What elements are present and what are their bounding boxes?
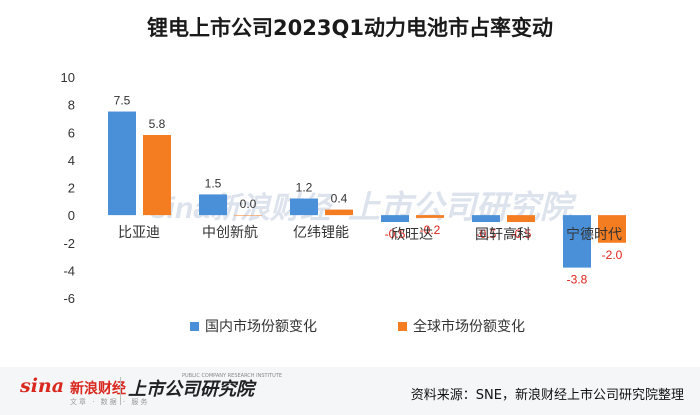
data-label: -0.5 [385,227,406,241]
y-tick-label: -4 [63,263,75,278]
category-label: 欣旺达 [391,227,433,243]
bar-global [598,215,626,243]
data-label: -3.8 [567,273,588,287]
sina-brand-name: 新浪财经 [70,381,126,397]
data-source-note: 资料来源：SNE，新浪财经上市公司研究院整理 [410,388,684,403]
bar-domestic [290,198,318,216]
y-tick-label: 6 [68,125,75,140]
footer-divider [120,377,121,405]
data-label: 0.0 [240,197,257,211]
legend-swatch [190,322,199,331]
legend-label: 国内市场份额变化 [205,318,317,335]
data-label: 1.2 [296,181,313,195]
y-tick-label: 4 [68,153,75,168]
bar-global [507,215,535,223]
bar-global [143,135,171,216]
chart-title: 锂电上市公司2023Q1动力电池市占率变动 [147,16,553,40]
research-institute-logo: 上市公司研究院 [128,379,254,400]
research-institute-english: PUBLIC COMPANY RESEARCH INSTITUTE [182,373,282,379]
bar-global [234,215,262,216]
category-label: 中创新航 [202,225,258,241]
bar-global [325,209,353,216]
y-tick-label: 10 [61,70,75,85]
data-label: 5.8 [149,117,166,131]
data-label: -0.5 [476,227,497,241]
bar-global [416,215,444,218]
data-label: 7.5 [114,94,131,108]
bar-domestic [199,194,227,216]
y-tick-label: -2 [63,236,75,251]
bar-domestic [381,215,409,223]
data-label: 0.4 [331,192,348,206]
legend-label: 全球市场份额变化 [413,318,525,335]
y-tick-label: 0 [68,208,75,223]
bar-domestic [472,215,500,223]
bar-chart: sina新浪财经 上市公司研究院1086420-2-4-67.55.8比亚迪1.5… [61,70,626,335]
category-label: 比亚迪 [118,225,160,241]
sina-tagline: 文章 · 数据 · 服务 [70,398,150,406]
category-label: 宁德时代 [566,226,622,243]
sina-logo: sina [20,375,65,397]
data-label: -0.2 [420,223,441,237]
data-label: -2.0 [602,248,623,262]
bar-domestic [108,111,136,216]
bar-domestic [563,215,591,268]
data-label: 1.5 [205,176,222,190]
footer: sina 新浪财经 文章 · 数据 · 服务 上市公司研究院 PUBLIC CO… [0,367,700,415]
y-tick-label: 2 [68,181,75,196]
data-label: -0.5 [511,227,532,241]
y-tick-label: 8 [68,98,75,113]
legend-swatch [398,322,407,331]
category-label: 国轩高科 [475,226,531,243]
y-tick-label: -6 [63,291,75,306]
category-label: 亿纬锂能 [293,225,349,241]
